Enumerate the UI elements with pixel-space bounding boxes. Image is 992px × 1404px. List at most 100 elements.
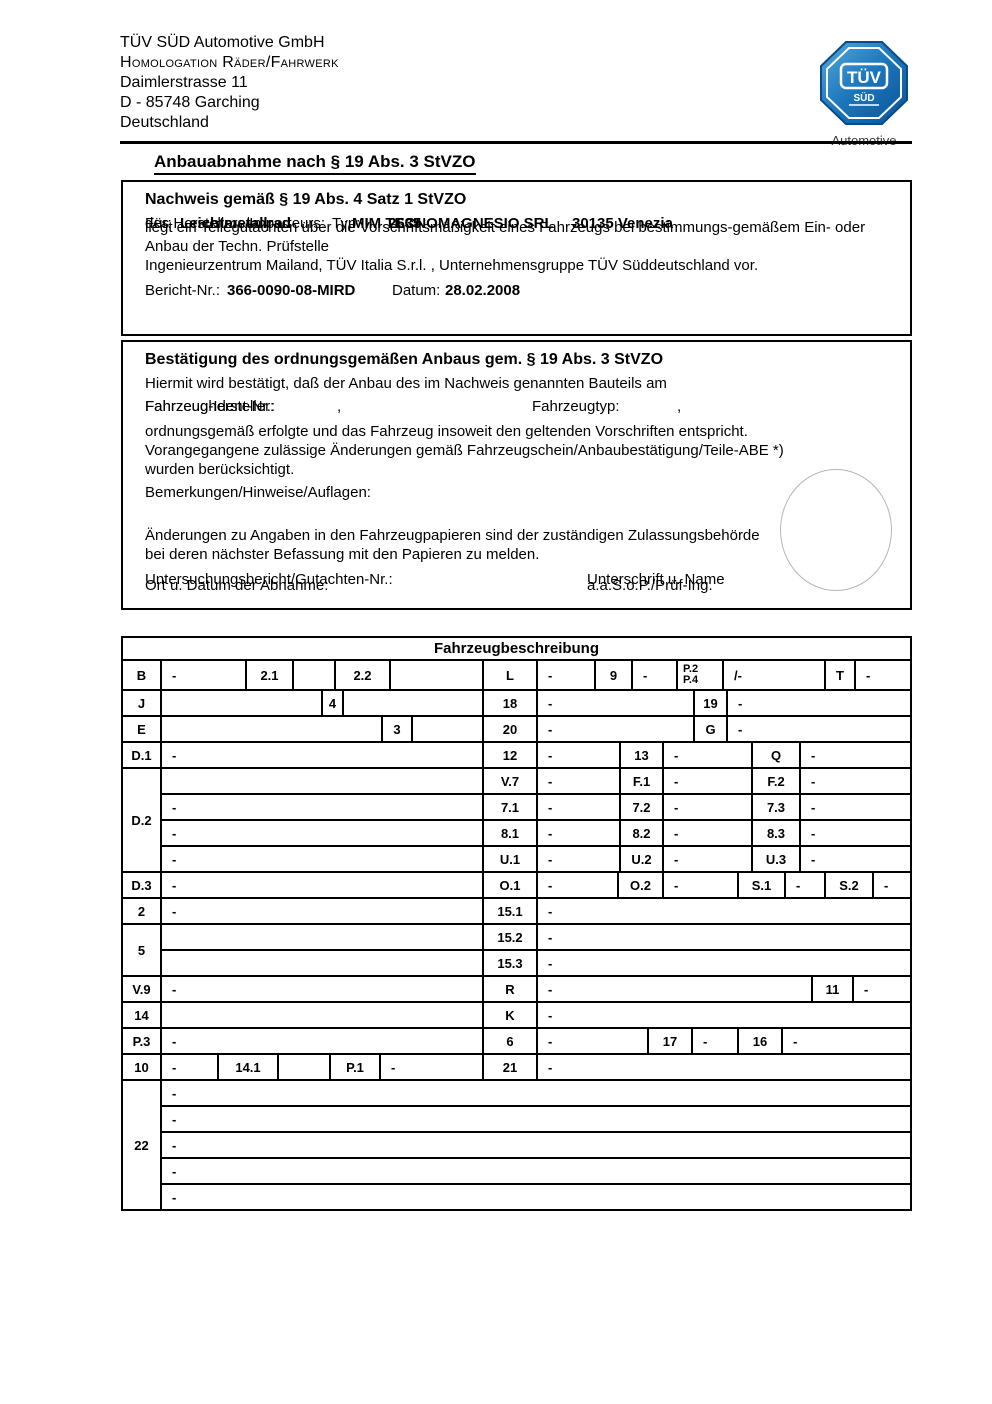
- field-code-cell: 16: [739, 1029, 783, 1053]
- row-code-cell: B: [123, 661, 162, 689]
- city-address: D - 85748 Garching: [120, 94, 260, 111]
- letterhead: TÜV SÜD Automotive GmbH Homologation Räd…: [120, 33, 339, 133]
- table-row: 10 - 14.1 P.1 - 21 -: [123, 1055, 910, 1081]
- hinweis-line1: Änderungen zu Angaben in den Fahrzeugpap…: [145, 527, 760, 544]
- field-code-cell: 18: [484, 691, 538, 715]
- field-code-cell: S.2: [826, 873, 874, 897]
- table-rowgroup-5: 5 15.2 - 15.3 -: [123, 925, 910, 977]
- hinweis-line2: bei deren nächster Befassung mit den Pap…: [145, 546, 540, 563]
- value-cell: -: [538, 977, 813, 1001]
- row-code-cell: 22: [123, 1081, 162, 1209]
- field-code-cell: S.1: [739, 873, 786, 897]
- empty-cell: [294, 661, 336, 689]
- field-code-cell: 2.1: [247, 661, 294, 689]
- tuv-sued-logo: TÜV SÜD Automotive: [816, 40, 912, 148]
- bestaetigung-intro: Hiermit wird bestätigt, daß der Anbau de…: [145, 375, 667, 392]
- nachweis-body-line1: liegt ein Teilegutachten über die Vorsch…: [145, 219, 866, 236]
- value-cell: -: [664, 743, 753, 767]
- table-row: P.3 - 6 - 17 - 16 -: [123, 1029, 910, 1055]
- bemerkungen-line: Bemerkungen/Hinweise/Auflagen:: [145, 484, 371, 501]
- empty-cell: [162, 1003, 484, 1027]
- value-cell: -: [538, 743, 621, 767]
- value-cell: -: [162, 847, 484, 871]
- bestaetigung-body2: Vorangegangene zulässige Änderungen gemä…: [145, 442, 784, 459]
- field-code-cell: 7.3: [753, 795, 801, 819]
- field-code-p4: P.4: [683, 674, 699, 686]
- empty-cell: [162, 717, 383, 741]
- typ-label: Typ:: [332, 215, 361, 232]
- table-rowgroup-22: 22 - - - - -: [123, 1081, 910, 1209]
- value-cell: -: [884, 877, 889, 893]
- field-code-cell: 13: [621, 743, 664, 767]
- value-cell: -: [548, 1059, 553, 1075]
- page-title: Anbauabnahme nach § 19 Abs. 3 StVZO: [154, 152, 476, 175]
- nachweis-body-line2: Anbau der Techn. Prüfstelle: [145, 238, 330, 255]
- datum-value: 28.02.2008: [445, 282, 521, 299]
- row-code-cell: E: [123, 717, 162, 741]
- field-code-cell: 7.1: [484, 795, 538, 819]
- field-code-cell: 4: [323, 691, 344, 715]
- value-cell: -: [664, 821, 753, 845]
- value-cell: -: [538, 821, 621, 845]
- field-code-cell: O.2: [619, 873, 664, 897]
- unterschrift-label: Unterschrift u. Name: [587, 571, 725, 588]
- value-cell: -: [162, 873, 484, 897]
- table-row: 2 - 15.1 -: [123, 899, 910, 925]
- value-cell: -: [538, 795, 621, 819]
- ident-line: Fahrzeug-Ident-Nr.:: [145, 398, 276, 415]
- row-code-cell: P.3: [123, 1029, 162, 1053]
- value-cell: -: [538, 1029, 649, 1053]
- field-code-p2: P.2: [683, 663, 699, 675]
- fahrzeugbeschreibung-table: Fahrzeugbeschreibung B - 2.1 2.2 L - 9 -…: [121, 636, 912, 1211]
- field-code-cell: V.7: [484, 769, 538, 793]
- value-cell: -: [381, 1055, 484, 1079]
- field-code-cell: T: [826, 661, 856, 689]
- value-cell: -: [793, 1033, 798, 1049]
- value-cell: -: [664, 873, 739, 897]
- value-cell: -: [811, 825, 816, 841]
- value-cell: -: [172, 1189, 177, 1205]
- bericht-value: 366-0090-08-MIRD: [227, 282, 356, 299]
- header-rule: [120, 141, 912, 144]
- row-code-cell: 10: [123, 1055, 162, 1079]
- row-code-cell: 14: [123, 1003, 162, 1027]
- field-code-cell: L: [484, 661, 538, 689]
- value-cell: -: [548, 1007, 553, 1023]
- table-row: - U.1 - U.2 - U.3 -: [162, 847, 910, 871]
- field-code-cell: F.1: [621, 769, 664, 793]
- row-code-cell: D.2: [123, 769, 162, 871]
- value-cell: /-: [724, 661, 826, 689]
- value-cell: -: [162, 743, 484, 767]
- hersteller-city: 30135 Venezia: [572, 215, 673, 232]
- stamp-placeholder-circle: [780, 469, 892, 591]
- field-code-cell: 20: [484, 717, 538, 741]
- value-cell: -: [811, 799, 816, 815]
- bestaetigung-box: Bestätigung des ordnungsgemäßen Anbaus g…: [121, 340, 912, 610]
- empty-cell: [391, 661, 484, 689]
- value-cell: -: [811, 747, 816, 763]
- value-cell: -: [172, 1163, 177, 1179]
- field-code-cell: 14.1: [219, 1055, 279, 1079]
- field-code-cell: 3: [383, 717, 413, 741]
- tuv-sued-octagon-icon: TÜV SÜD: [820, 41, 908, 125]
- table-rowgroup-d2: D.2 V.7 - F.1 - F.2 - - 7.1 - 7.2 -: [123, 769, 910, 873]
- table-row: -: [162, 1107, 910, 1133]
- svg-text:TÜV: TÜV: [847, 68, 882, 87]
- value-cell: -: [693, 1029, 739, 1053]
- hersteller-value: MIM TECNOMAGNESIO SRL: [352, 215, 554, 232]
- value-cell: -: [172, 1085, 177, 1101]
- row-code-cell: 5: [123, 925, 162, 975]
- field-code-cell: 19: [695, 691, 728, 715]
- field-code-cell: R: [484, 977, 538, 1001]
- value-cell: -: [162, 661, 247, 689]
- value-cell: -: [664, 847, 753, 871]
- value-cell: -: [811, 851, 816, 867]
- field-code-cell: 17: [649, 1029, 693, 1053]
- value-cell: -: [866, 667, 871, 683]
- table-row: B - 2.1 2.2 L - 9 - P.2 P.4 /- T -: [123, 661, 910, 691]
- nachweis-heading: Nachweis gemäß § 19 Abs. 4 Satz 1 StVZO: [145, 191, 467, 208]
- empty-cell: [162, 951, 484, 975]
- datum-label: Datum:: [392, 282, 441, 299]
- bestaetigung-body1: ordnungsgemäß erfolgte und das Fahrzeug …: [145, 423, 748, 440]
- field-code-cell: 11: [813, 977, 854, 1001]
